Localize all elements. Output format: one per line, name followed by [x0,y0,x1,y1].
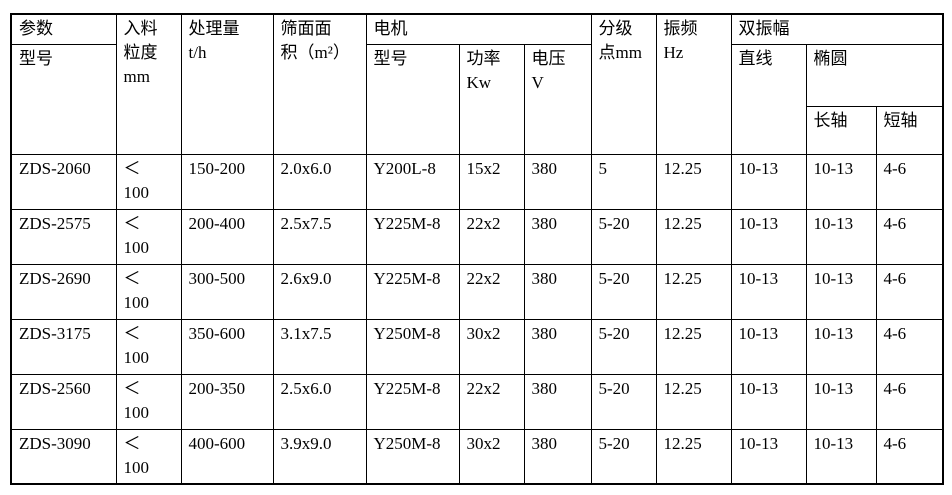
table-row: ZDS-2690 ＜ 100 300-500 2.6x9.0 Y225M-8 2… [10,263,944,320]
header-voltage: 电压 V [523,43,592,155]
frequency-cell: 12.25 [655,318,732,375]
screen-area-cell: 2.6x9.0 [272,263,367,320]
model-cell: ZDS-2560 [10,373,117,430]
header-linear-amplitude: 直线 [730,43,807,155]
grading-point-cell: 5 [590,153,657,210]
motor-power-cell: 22x2 [458,263,525,320]
motor-model-cell: Y225M-8 [365,373,460,430]
grading-point-cell: 5-20 [590,373,657,430]
linear-amplitude-cell: 10-13 [730,208,807,265]
header-grading-point: 分级 点mm [590,13,657,155]
header-capacity: 处理量 t/h [180,13,274,155]
capacity-cell: 350-600 [180,318,274,375]
feed-size-cell: ＜ 100 [115,208,182,265]
short-axis-cell: 4-6 [875,263,944,320]
capacity-cell: 150-200 [180,153,274,210]
model-cell: ZDS-2575 [10,208,117,265]
long-axis-cell: 10-13 [805,208,877,265]
header-double-amplitude-group: 双振幅 [730,13,944,45]
long-axis-cell: 10-13 [805,428,877,485]
motor-model-cell: Y225M-8 [365,208,460,265]
long-axis-cell: 10-13 [805,318,877,375]
long-axis-cell: 10-13 [805,263,877,320]
model-cell: ZDS-2060 [10,153,117,210]
table-row: ZDS-2560 ＜ 100 200-350 2.5x6.0 Y225M-8 2… [10,373,944,430]
spec-table: 参数 入料 粒度 mm 处理量 t/h 筛面面 积（m²） 电机 分级 点mm … [10,13,945,485]
header-motor-power: 功率 Kw [458,43,525,155]
header-motor-group: 电机 [365,13,592,45]
capacity-cell: 200-400 [180,208,274,265]
motor-model-cell: Y225M-8 [365,263,460,320]
motor-power-cell: 30x2 [458,428,525,485]
voltage-cell: 380 [523,373,592,430]
feed-size-cell: ＜ 100 [115,373,182,430]
frequency-cell: 12.25 [655,373,732,430]
short-axis-cell: 4-6 [875,318,944,375]
linear-amplitude-cell: 10-13 [730,318,807,375]
table-row: ZDS-3090 ＜ 100 400-600 3.9x9.0 Y250M-8 3… [10,428,944,485]
grading-point-cell: 5-20 [590,428,657,485]
voltage-cell: 380 [523,263,592,320]
model-cell: ZDS-2690 [10,263,117,320]
header-motor-model: 型号 [365,43,460,155]
header-feed-size: 入料 粒度 mm [115,13,182,155]
table-row: ZDS-2060 ＜ 100 150-200 2.0x6.0 Y200L-8 1… [10,153,944,210]
screen-area-cell: 2.0x6.0 [272,153,367,210]
header-row-top: 参数 入料 粒度 mm 处理量 t/h 筛面面 积（m²） 电机 分级 点mm … [10,13,944,155]
header-long-axis: 长轴 [805,105,877,155]
table-row: ZDS-2575 ＜ 100 200-400 2.5x7.5 Y225M-8 2… [10,208,944,265]
header-model-label: 型号 [10,43,117,155]
frequency-cell: 12.25 [655,263,732,320]
grading-point-cell: 5-20 [590,263,657,320]
screen-area-cell: 2.5x7.5 [272,208,367,265]
screen-area-cell: 2.5x6.0 [272,373,367,430]
grading-point-cell: 5-20 [590,208,657,265]
motor-model-cell: Y250M-8 [365,318,460,375]
voltage-cell: 380 [523,153,592,210]
long-axis-cell: 10-13 [805,153,877,210]
table-row: ZDS-3175 ＜ 100 350-600 3.1x7.5 Y250M-8 3… [10,318,944,375]
voltage-cell: 380 [523,208,592,265]
short-axis-cell: 4-6 [875,153,944,210]
frequency-cell: 12.25 [655,208,732,265]
screen-area-cell: 3.1x7.5 [272,318,367,375]
capacity-cell: 200-350 [180,373,274,430]
header-row-bottom: 长轴 短轴 [11,105,944,155]
long-axis-cell: 10-13 [805,373,877,430]
grading-point-cell: 5-20 [590,318,657,375]
feed-size-cell: ＜ 100 [115,318,182,375]
motor-power-cell: 30x2 [458,318,525,375]
header-screen-area: 筛面面 积（m²） [272,13,367,155]
linear-amplitude-cell: 10-13 [730,428,807,485]
linear-amplitude-cell: 10-13 [730,373,807,430]
motor-model-cell: Y250M-8 [365,428,460,485]
model-cell: ZDS-3175 [10,318,117,375]
frequency-cell: 12.25 [655,428,732,485]
header-frequency: 振频 Hz [655,13,732,155]
voltage-cell: 380 [523,428,592,485]
header-ellipse-group: 椭圆 [805,43,944,107]
frequency-cell: 12.25 [655,153,732,210]
header-parameter-label: 参数 [10,13,117,45]
capacity-cell: 400-600 [180,428,274,485]
motor-power-cell: 22x2 [458,208,525,265]
motor-model-cell: Y200L-8 [365,153,460,210]
header-row-middle: 型号 型号 功率 Kw 电压 V 直线 椭圆 [10,43,944,155]
capacity-cell: 300-500 [180,263,274,320]
model-cell: ZDS-3090 [10,428,117,485]
page: 参数 入料 粒度 mm 处理量 t/h 筛面面 积（m²） 电机 分级 点mm … [10,13,945,485]
voltage-cell: 380 [523,318,592,375]
short-axis-cell: 4-6 [875,208,944,265]
screen-area-cell: 3.9x9.0 [272,428,367,485]
short-axis-cell: 4-6 [875,428,944,485]
linear-amplitude-cell: 10-13 [730,153,807,210]
linear-amplitude-cell: 10-13 [730,263,807,320]
motor-power-cell: 15x2 [458,153,525,210]
feed-size-cell: ＜ 100 [115,428,182,485]
motor-power-cell: 22x2 [458,373,525,430]
header-short-axis: 短轴 [875,105,944,155]
short-axis-cell: 4-6 [875,373,944,430]
feed-size-cell: ＜ 100 [115,263,182,320]
feed-size-cell: ＜ 100 [115,153,182,210]
